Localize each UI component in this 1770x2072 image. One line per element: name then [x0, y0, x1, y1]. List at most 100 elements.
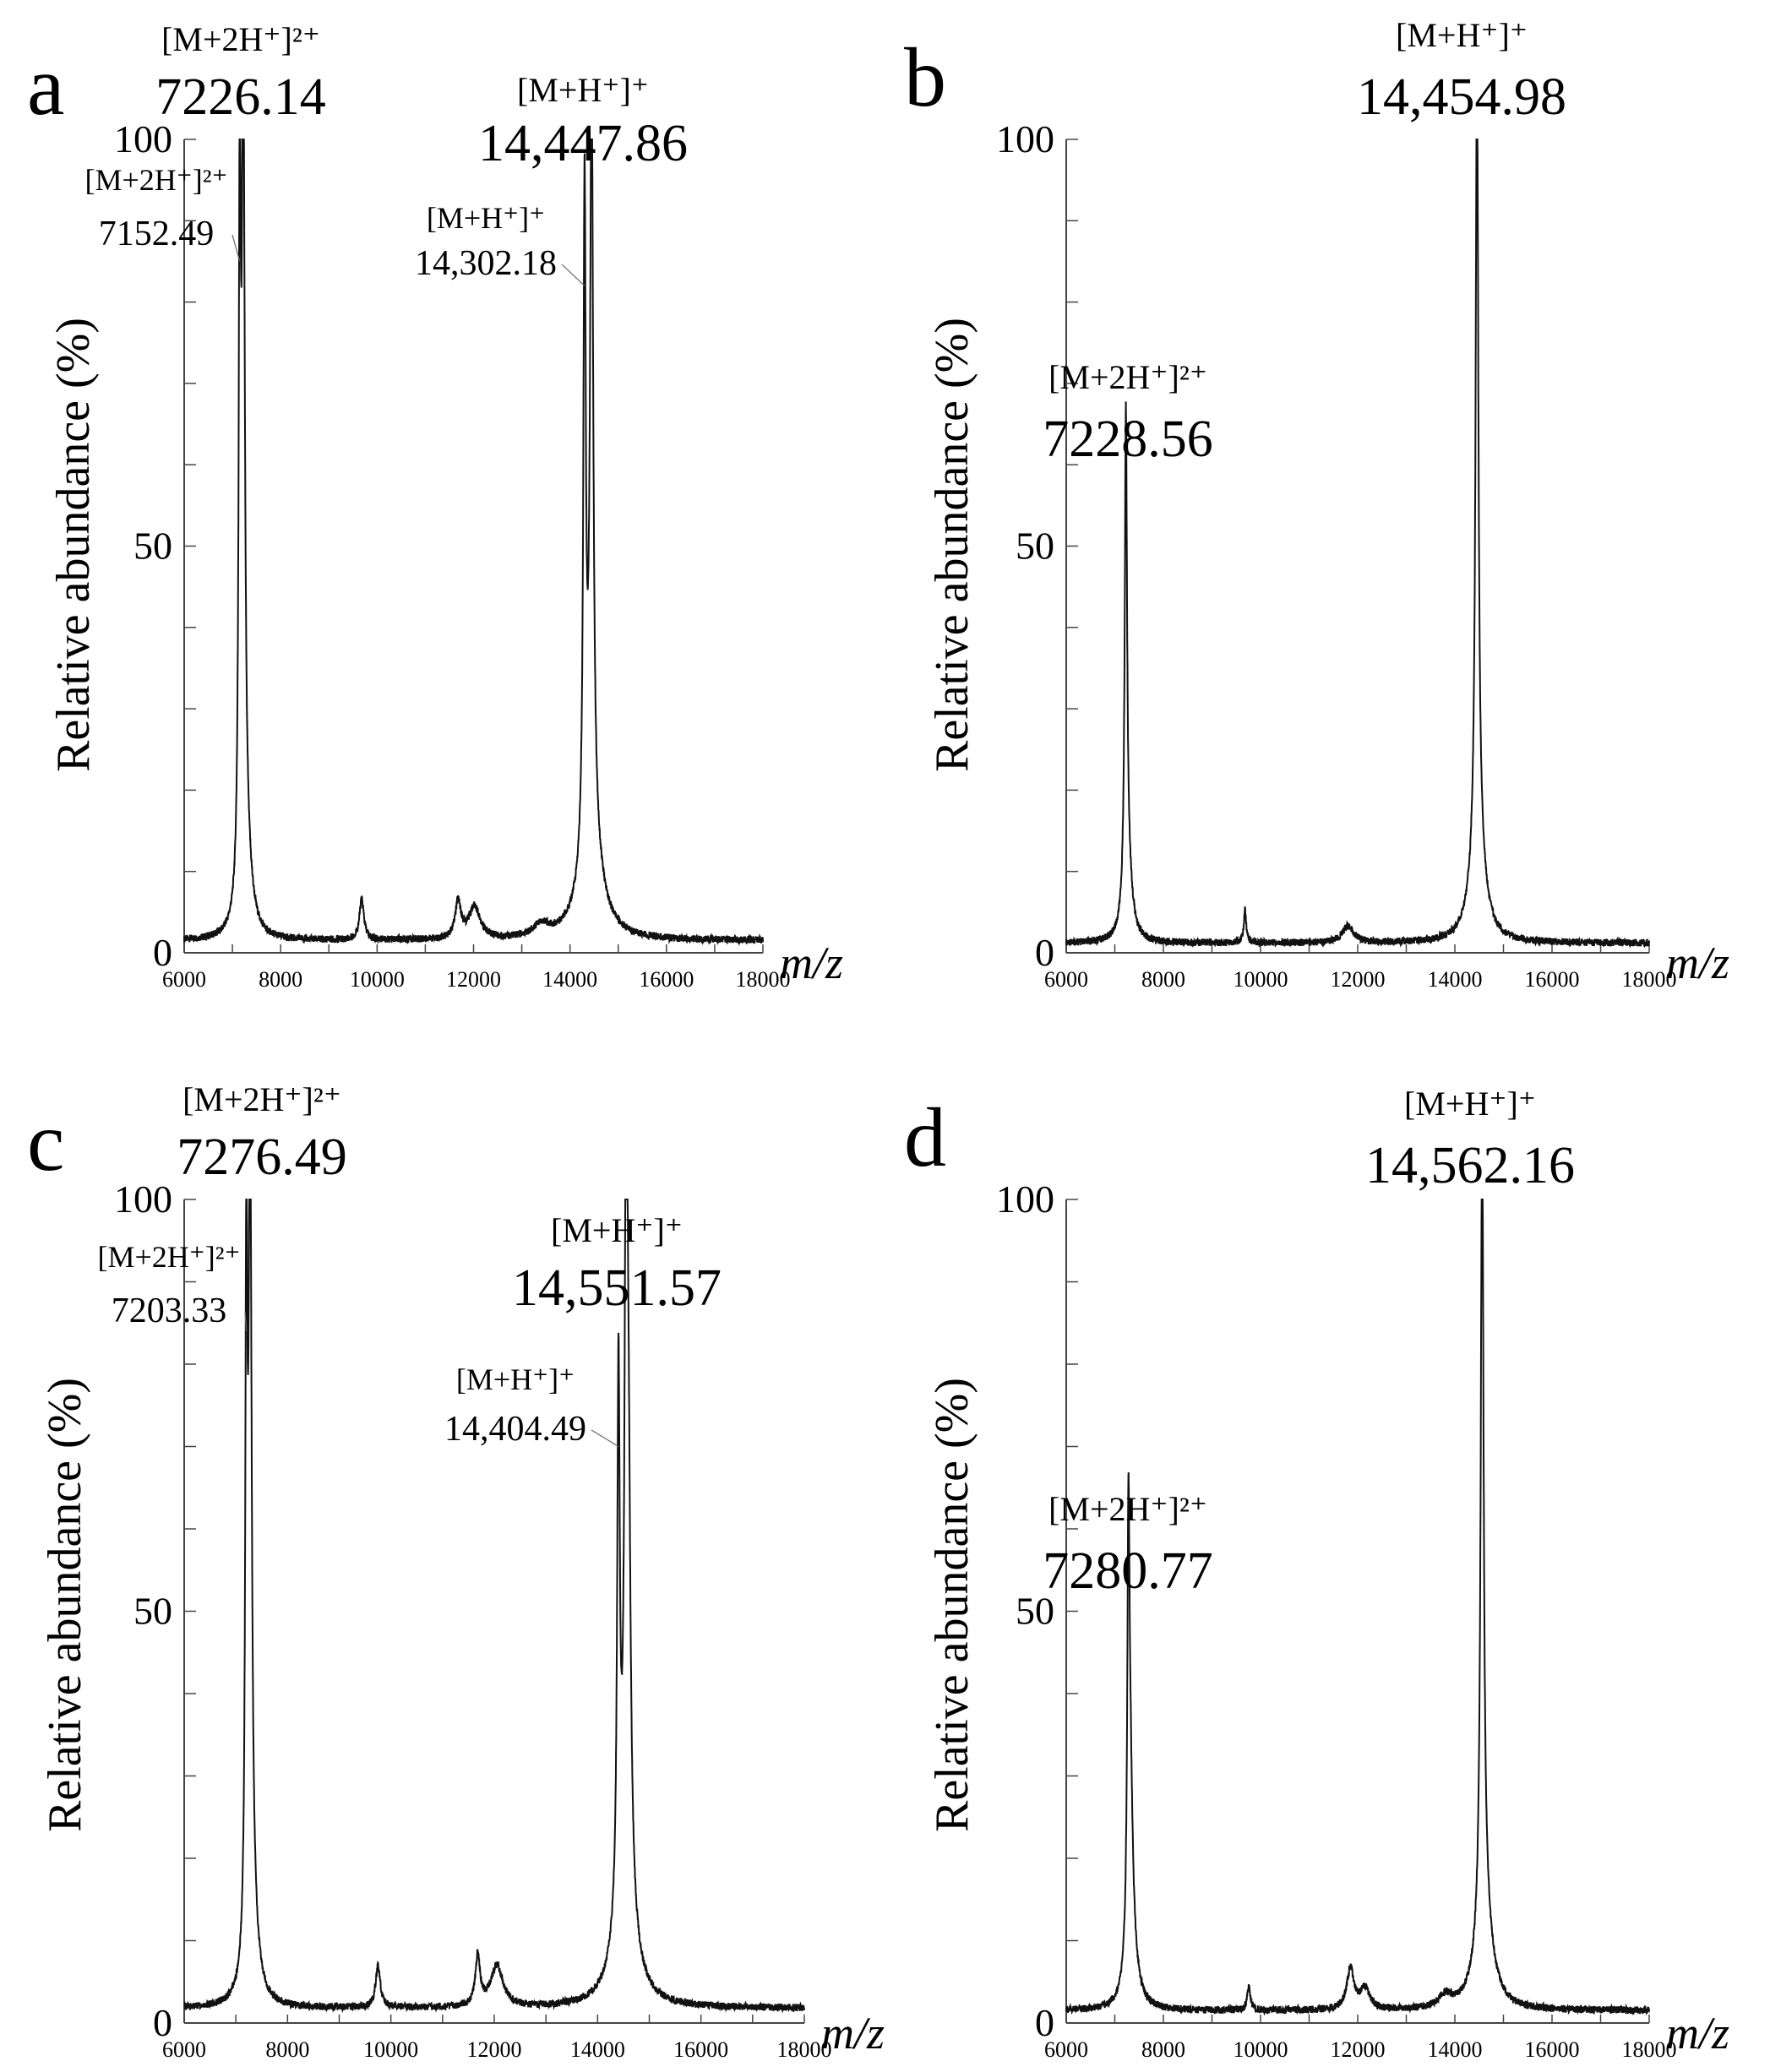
ion-label: [M+2H⁺]²⁺ [97, 1240, 240, 1274]
mz-value-label: 14,404.49 [444, 1410, 586, 1449]
x-tick-label: 12000 [467, 2037, 522, 2062]
spectrum-panel-d: d 0 50 100 6000 8000 10000 12000 14000 16000 18000… [904, 1085, 1729, 2062]
spectrum-trace [183, 139, 764, 946]
leader-line [231, 234, 241, 262]
x-tick-label: 10000 [363, 2037, 418, 2062]
panel-letter: c [27, 1095, 64, 1188]
mz-value-label: 14,447.86 [478, 115, 688, 172]
x-tick-label: 16000 [673, 2037, 728, 2062]
ion-label: [M+H⁺]⁺ [1396, 16, 1528, 54]
mz-value-label: 14,551.57 [512, 1259, 722, 1317]
peak-annotation: [M+H⁺]⁺ 14,302.18 [415, 201, 585, 286]
spectrum-panel-a: a 0 50 100 6000 8000 10000 12000 14000 16000 18000… [27, 20, 843, 992]
mz-value-label: 7280.77 [1043, 1542, 1213, 1600]
x-axis-label: m/z [780, 938, 843, 988]
panel-letter: b [904, 30, 946, 124]
x-tick-label: 8000 [265, 2037, 309, 2062]
x-tick-label: 16000 [1525, 967, 1580, 992]
peak-annotation: [M+2H⁺]²⁺ 7226.14 [155, 20, 326, 126]
x-tick-label: 18000 [1622, 2037, 1677, 2062]
peak-annotation: [M+H⁺]⁺ 14,454.98 [1357, 16, 1566, 126]
x-tick-label: 10000 [1234, 967, 1288, 992]
x-tick-label: 14000 [570, 2037, 625, 2062]
mz-value-label: 7152.49 [99, 215, 215, 253]
y-tick-label: 100 [996, 1177, 1054, 1221]
ion-label: [M+2H⁺]²⁺ [182, 1080, 341, 1118]
ion-label: [M+2H⁺]²⁺ [1048, 358, 1207, 396]
panel-letter: d [904, 1090, 946, 1184]
ion-label: [M+H⁺]⁺ [456, 1362, 575, 1396]
y-tick-label: 100 [114, 1177, 172, 1221]
y-axis-label: Relative abundance (%) [926, 1378, 978, 1832]
ion-label: [M+H⁺]⁺ [427, 201, 545, 235]
x-tick-label: 14000 [1428, 2037, 1483, 2062]
spectrum-trace [183, 1199, 805, 2014]
peak-annotation: [M+H⁺]⁺ 14,562.16 [1365, 1085, 1575, 1194]
ion-label: [M+H⁺]⁺ [517, 71, 649, 109]
mz-value-label: 14,562.16 [1365, 1137, 1575, 1194]
x-tick-label: 8000 [1141, 2037, 1185, 2062]
ion-label: [M+2H⁺]²⁺ [1048, 1490, 1207, 1528]
x-tick-label: 8000 [259, 967, 302, 992]
spectrum-trace [1065, 1199, 1650, 2016]
ion-label: [M+H⁺]⁺ [1404, 1085, 1536, 1123]
x-tick-label: 10000 [1234, 2037, 1288, 2062]
x-tick-label: 8000 [1141, 967, 1185, 992]
ion-label: [M+2H⁺]²⁺ [84, 163, 227, 197]
leader-line [244, 1311, 248, 1332]
mz-value-label: 7228.56 [1043, 411, 1213, 468]
x-tick-label: 10000 [350, 967, 405, 992]
x-tick-label: 16000 [1525, 2037, 1580, 2062]
leader-line [591, 1429, 619, 1448]
y-tick-label: 0 [153, 931, 172, 974]
panel-letter: a [27, 39, 64, 133]
spectrum-panel-b: b 0 50 100 6000 8000 10000 12000 14000 16000 18000… [904, 16, 1729, 992]
y-tick-label: 50 [133, 525, 172, 568]
x-tick-label: 12000 [1331, 967, 1386, 992]
y-tick-label: 50 [133, 1590, 172, 1633]
x-tick-label: 18000 [736, 967, 791, 992]
x-tick-label: 12000 [1331, 2037, 1386, 2062]
spectrum-panel-c: c 0 50 100 6000 8000 10000 12000 14000 16000 18000… [27, 1080, 885, 2062]
peak-annotation: [M+H⁺]⁺ 14,404.49 [444, 1362, 619, 1449]
x-tick-label: 14000 [1428, 967, 1483, 992]
y-axis-label: Relative abundance (%) [926, 318, 978, 772]
peak-annotation: [M+H⁺]⁺ 14,551.57 [512, 1211, 722, 1317]
x-tick-label: 12000 [446, 967, 501, 992]
x-tick-label: 6000 [162, 2037, 206, 2062]
x-axis-label: m/z [1666, 2008, 1729, 2058]
y-tick-label: 0 [1035, 2001, 1054, 2044]
spectrum-trace [1065, 139, 1650, 949]
y-axis-label: Relative abundance (%) [47, 318, 100, 772]
y-tick-label: 0 [153, 2001, 172, 2044]
mz-value-label: 14,302.18 [415, 244, 557, 283]
x-axis-label: m/z [1666, 938, 1729, 988]
y-axis-label: Relative abundance (%) [39, 1378, 91, 1832]
ion-label: [M+H⁺]⁺ [551, 1211, 683, 1249]
peak-annotation: [M+2H⁺]²⁺ 7280.77 [1043, 1490, 1213, 1600]
x-tick-label: 18000 [1622, 967, 1677, 992]
x-tick-label: 6000 [1044, 967, 1088, 992]
x-tick-label: 6000 [162, 967, 206, 992]
y-tick-label: 50 [1016, 1590, 1054, 1633]
mz-value-label: 7203.33 [112, 1292, 227, 1330]
y-tick-label: 0 [1035, 931, 1054, 974]
x-axis-label: m/z [821, 2008, 885, 2058]
mz-value-label: 7276.49 [177, 1128, 347, 1186]
peak-annotation: [M+2H⁺]²⁺ 7228.56 [1043, 358, 1213, 468]
peak-annotation: [M+2H⁺]²⁺ 7276.49 [177, 1080, 347, 1186]
x-tick-label: 16000 [639, 967, 694, 992]
ion-label: [M+2H⁺]²⁺ [161, 20, 320, 58]
x-tick-label: 18000 [777, 2037, 832, 2062]
x-tick-label: 6000 [1044, 2037, 1088, 2062]
leader-line [561, 264, 585, 286]
x-tick-label: 14000 [542, 967, 597, 992]
mz-value-label: 14,454.98 [1357, 68, 1566, 126]
y-tick-label: 50 [1016, 525, 1054, 568]
peak-annotation: [M+2H⁺]²⁺ 7203.33 [97, 1240, 248, 1332]
y-tick-label: 100 [114, 117, 172, 160]
mz-value-label: 7226.14 [155, 68, 326, 126]
peak-annotation: [M+2H⁺]²⁺ 7152.49 [84, 163, 241, 262]
y-tick-label: 100 [996, 117, 1054, 160]
